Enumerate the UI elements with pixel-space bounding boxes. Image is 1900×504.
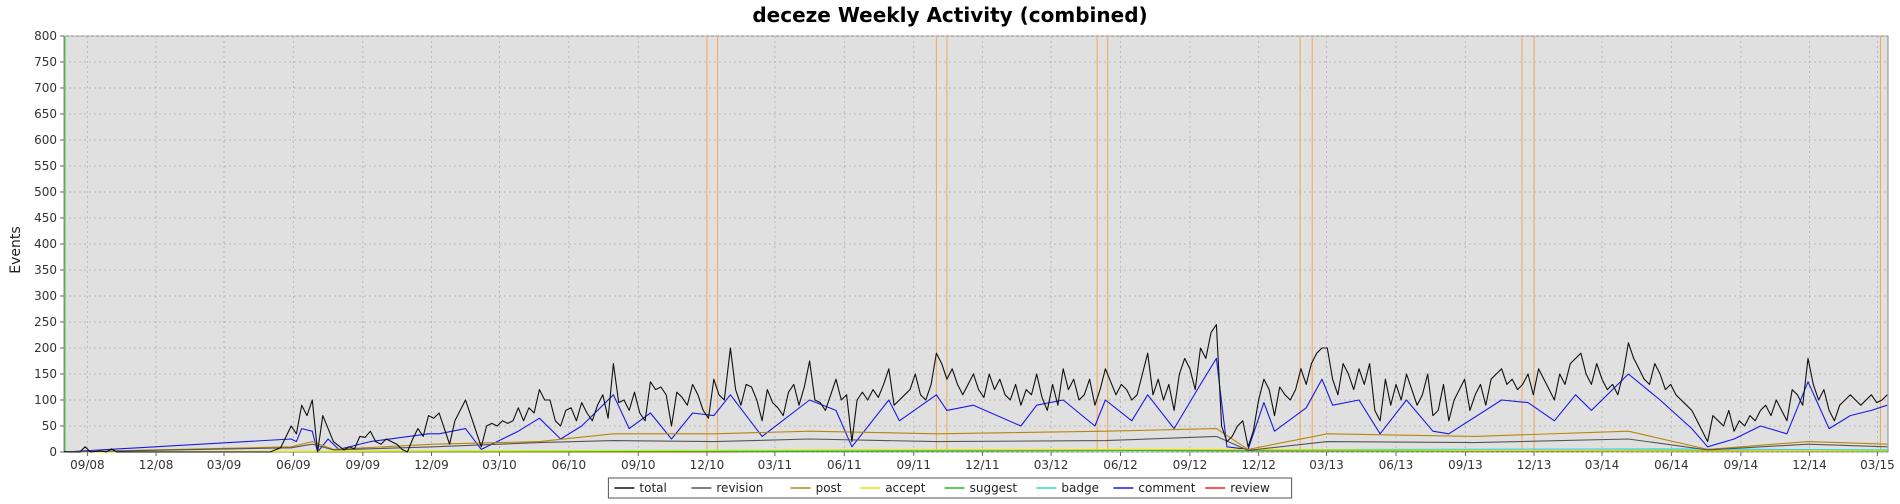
y-tick-label: 750 <box>34 55 57 69</box>
x-tick-label: 12/14 <box>1792 458 1827 472</box>
x-tick-label: 03/14 <box>1585 458 1620 472</box>
x-tick-label: 06/10 <box>552 458 587 472</box>
marker-lines <box>706 36 1881 452</box>
legend-label: suggest <box>970 481 1018 495</box>
y-tick-label: 150 <box>34 367 57 381</box>
x-tick-label: 09/13 <box>1448 458 1483 472</box>
legend-item-suggest: suggest <box>944 481 1018 495</box>
plot-area <box>63 35 1889 453</box>
legend-item-review: review <box>1205 481 1270 495</box>
grid-horizontal <box>64 35 1888 453</box>
series-line-total <box>63 324 1888 453</box>
x-tick-label: 03/13 <box>1309 458 1344 472</box>
y-tick-label: 450 <box>34 211 57 225</box>
legend-label: post <box>816 481 842 495</box>
y-tick-label: 550 <box>34 159 57 173</box>
x-tick-label: 12/10 <box>690 458 725 472</box>
legend-label: review <box>1230 481 1270 495</box>
x-tick-label: 06/11 <box>827 458 862 472</box>
y-tick-label: 100 <box>34 393 57 407</box>
y-tick-label: 50 <box>42 419 57 433</box>
y-tick-label: 700 <box>34 81 57 95</box>
x-tick-label: 09/09 <box>346 458 381 472</box>
x-tick-label: 03/09 <box>207 458 242 472</box>
x-tick-label: 12/13 <box>1517 458 1552 472</box>
x-tick-label: 09/11 <box>896 458 931 472</box>
x-tick-label: 12/08 <box>139 458 174 472</box>
legend-item-badge: badge <box>1036 481 1099 495</box>
x-axis-ticks: 09/08 12/08 03/09 06/09 09/09 12/09 03/10 06/10… <box>70 452 1895 472</box>
y-axis-label: Events <box>8 226 24 273</box>
legend-item-accept: accept <box>860 481 926 495</box>
x-tick-label: 03/15 <box>1860 458 1895 472</box>
y-axis-ticks: 0 50 100 150 200 250 300 350 400 450 500 550 600 650 7… <box>34 29 64 459</box>
legend-label: accept <box>885 481 926 495</box>
legend-label: comment <box>1138 481 1195 495</box>
series-line-accept <box>63 448 1888 453</box>
y-tick-label: 650 <box>34 107 57 121</box>
y-tick-label: 500 <box>34 185 57 199</box>
x-tick-label: 06/12 <box>1103 458 1138 472</box>
x-tick-label: 12/11 <box>965 458 1000 472</box>
legend-item-post: post <box>790 481 842 495</box>
x-tick-label: 09/10 <box>621 458 656 472</box>
y-tick-label: 600 <box>34 133 57 147</box>
legend-item-total: total <box>614 481 667 495</box>
legend-label: badge <box>1061 481 1099 495</box>
x-tick-label: 06/09 <box>276 458 311 472</box>
x-tick-label: 03/12 <box>1034 458 1069 472</box>
series-line-comment <box>63 357 1888 453</box>
y-tick-label: 250 <box>34 315 57 329</box>
y-tick-label: 400 <box>34 237 57 251</box>
x-tick-label: 06/13 <box>1379 458 1414 472</box>
x-tick-label: 09/14 <box>1724 458 1759 472</box>
legend-label: revision <box>716 481 763 495</box>
y-tick-label: 800 <box>34 29 57 43</box>
x-tick-label: 03/11 <box>758 458 793 472</box>
y-tick-label: 0 <box>49 445 57 459</box>
legend-label: total <box>639 481 666 495</box>
y-tick-label: 200 <box>34 341 57 355</box>
x-tick-label: 12/12 <box>1241 458 1276 472</box>
x-tick-label: 06/14 <box>1654 458 1689 472</box>
series-line-revision <box>63 435 1888 453</box>
y-tick-label: 300 <box>34 289 57 303</box>
legend-item-comment: comment <box>1113 481 1196 495</box>
x-tick-label: 12/09 <box>414 458 449 472</box>
legend: total revision post accept suggest badge comme… <box>607 477 1293 499</box>
x-tick-label: 03/10 <box>482 458 517 472</box>
legend-item-revision: revision <box>691 481 763 495</box>
x-tick-label: 09/08 <box>70 458 105 472</box>
chart-title: deceze Weekly Activity (combined) <box>752 3 1147 27</box>
series-group <box>63 324 1888 453</box>
y-tick-label: 350 <box>34 263 57 277</box>
x-tick-label: 09/12 <box>1173 458 1208 472</box>
